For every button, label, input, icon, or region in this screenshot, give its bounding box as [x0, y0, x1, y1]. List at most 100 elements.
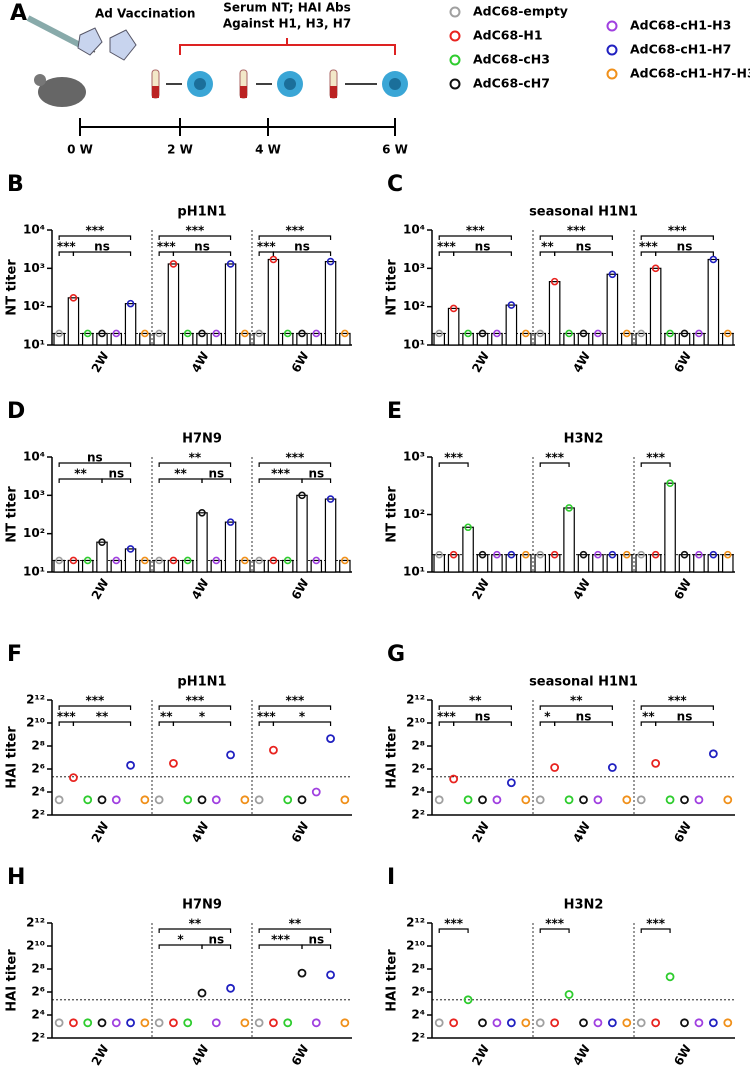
bar: [505, 554, 518, 573]
point: [434, 795, 444, 805]
significance-bracket: [58, 235, 132, 240]
bar: [491, 332, 503, 346]
significance-bracket: [453, 251, 512, 256]
point: [298, 329, 306, 338]
x-tick-label: 6W: [289, 349, 312, 375]
bar: [693, 332, 705, 346]
bar: [620, 554, 633, 573]
point: [521, 795, 531, 805]
y-tick-label: 2¹²: [406, 916, 425, 930]
bar: [139, 559, 151, 573]
y-tick-label: 2¹⁰: [406, 939, 425, 953]
significance-label: ***: [567, 224, 587, 238]
x-tick-label: 4W: [189, 349, 212, 375]
x-tick-label: 4W: [189, 576, 212, 602]
point: [579, 1018, 588, 1028]
point: [622, 550, 631, 559]
significance-label: ns: [475, 710, 491, 724]
significance-label: ***: [157, 240, 177, 254]
point: [312, 329, 321, 338]
point: [141, 329, 149, 338]
y-tick-label: 2⁶: [31, 762, 45, 776]
significance-label: **: [174, 467, 187, 481]
chart: E H3N2 NT titer 10¹ 10² 10³ 2W 4W 6W *** *** ***: [385, 399, 735, 602]
significance-bracket: [554, 721, 613, 726]
point: [83, 329, 92, 338]
point: [97, 795, 107, 805]
point: [141, 556, 149, 565]
bar: [253, 332, 265, 346]
significance-bracket: [272, 721, 332, 726]
significance-label: ***: [444, 917, 464, 931]
point: [464, 329, 472, 338]
virus: [77, 27, 103, 56]
significance-label: ***: [545, 451, 565, 465]
significance-label: *: [199, 710, 206, 724]
y-tick-label: 2⁸: [411, 962, 425, 976]
chart-title: H3N2: [564, 898, 604, 913]
point: [98, 329, 106, 338]
bar: [181, 559, 194, 573]
point: [478, 329, 487, 338]
point: [709, 550, 718, 559]
bar: [267, 258, 280, 346]
significance-bracket: [438, 705, 512, 710]
serum-label: Against H1, H3, H7: [223, 17, 351, 31]
point: [680, 795, 689, 805]
panel-label: F: [7, 642, 22, 667]
y-tick-label: 10⁴: [23, 450, 45, 464]
point: [283, 795, 293, 805]
point: [637, 329, 646, 338]
point: [594, 329, 602, 338]
point: [478, 795, 487, 805]
significance-label: ns: [308, 467, 324, 481]
point: [340, 795, 350, 805]
y-tick-label: 10²: [23, 526, 45, 540]
significance-bracket: [201, 944, 232, 949]
panel-label: B: [7, 172, 24, 197]
bar: [433, 554, 446, 573]
y-tick-label: 2⁶: [31, 985, 45, 999]
bar: [577, 332, 590, 346]
significance-bracket: [301, 944, 332, 949]
point: [111, 795, 121, 805]
chart-title: seasonal H1N1: [529, 675, 638, 690]
y-tick-label: 10³: [403, 450, 425, 464]
point: [98, 538, 106, 546]
legend-label: AdC68-H1: [473, 28, 543, 43]
point: [594, 550, 602, 559]
point: [198, 509, 206, 517]
y-tick-label: 2⁸: [31, 962, 45, 976]
point: [536, 550, 545, 559]
significance-bracket: [258, 705, 332, 710]
point: [212, 329, 221, 338]
point: [126, 1018, 135, 1028]
point: [694, 795, 704, 805]
timepoint-label: 0 W: [67, 143, 93, 157]
point: [198, 329, 206, 338]
bar: [81, 559, 94, 573]
x-tick-label: 4W: [189, 1042, 212, 1068]
point: [154, 795, 164, 805]
significance-label: ***: [85, 694, 105, 708]
x-tick-label: 6W: [671, 819, 694, 845]
y-axis-label: HAI titer: [385, 726, 400, 789]
bar: [53, 559, 65, 573]
significance-label: ***: [271, 467, 291, 481]
significance-bracket: [655, 251, 714, 256]
bar: [167, 263, 180, 346]
syringe: [26, 15, 82, 48]
significance-bracket: [258, 235, 332, 240]
point: [155, 556, 163, 565]
y-tick-label: 10³: [23, 261, 45, 275]
y-tick-label: 10¹: [403, 565, 425, 579]
bar: [67, 297, 80, 346]
chart-title: H3N2: [564, 432, 604, 447]
point: [651, 758, 661, 768]
significance-bracket: [438, 235, 512, 240]
legend-label: AdC68-cH7: [473, 76, 550, 91]
y-tick-label: 10³: [403, 261, 425, 275]
significance-label: ns: [677, 710, 693, 724]
point: [651, 550, 660, 559]
